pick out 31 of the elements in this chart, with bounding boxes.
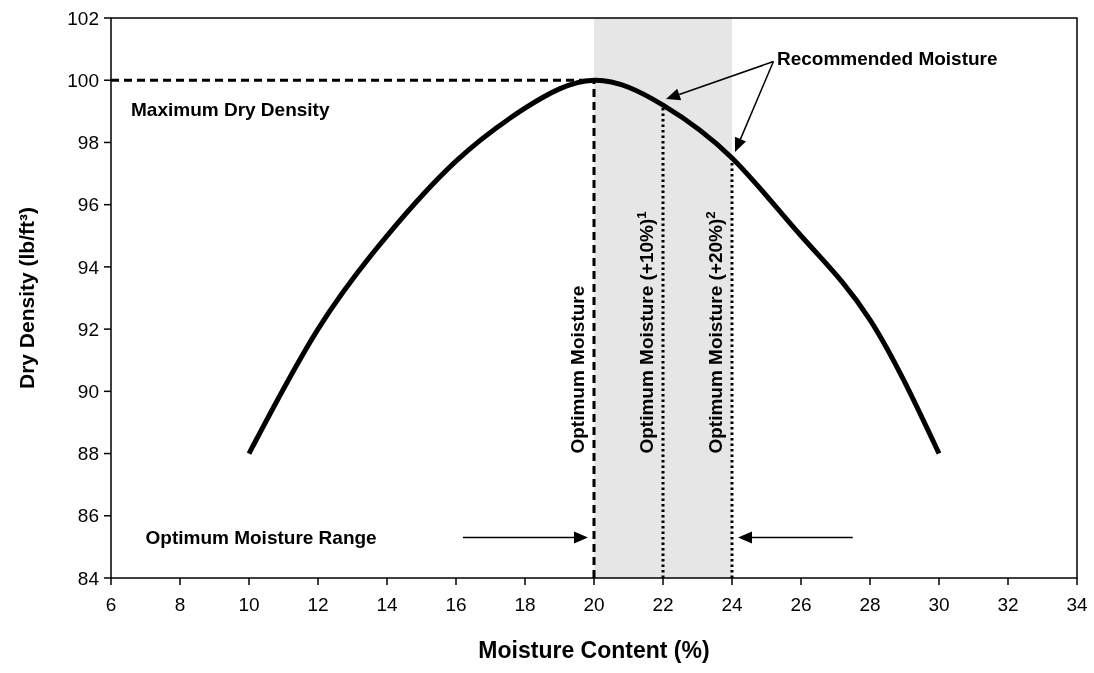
x-tick-label: 20 xyxy=(583,594,605,615)
y-tick-label: 92 xyxy=(77,318,99,340)
y-tick-label: 100 xyxy=(67,69,99,91)
x-tick-label: 6 xyxy=(105,594,117,615)
y-axis-title: Dry Density (lb/ft³) xyxy=(15,206,38,390)
x-tick-label: 8 xyxy=(174,594,186,615)
y-tick-label: 88 xyxy=(77,443,99,465)
x-tick-label: 32 xyxy=(997,594,1019,615)
x-tick-label: 10 xyxy=(238,594,260,615)
annotation: Recommended Moisture xyxy=(776,47,998,69)
x-tick-label: 24 xyxy=(721,594,743,615)
x-axis-title: Moisture Content (%) xyxy=(478,637,710,663)
y-tick-label: 102 xyxy=(67,7,99,29)
x-tick-label: 18 xyxy=(514,594,536,615)
y-tick-label: 98 xyxy=(77,132,99,154)
y-tick-label: 90 xyxy=(77,380,99,402)
annotation: Optimum Moisture Range xyxy=(145,527,377,549)
y-tick-label: 86 xyxy=(77,505,99,527)
x-tick-label: 14 xyxy=(376,594,398,615)
y-tick-label: 94 xyxy=(77,256,100,278)
ref-line-label: Optimum Moisture xyxy=(567,285,588,454)
x-tick-label: 30 xyxy=(928,594,950,615)
x-tick-label: 16 xyxy=(445,594,467,615)
ref-line-label: Maximum Dry Density xyxy=(131,99,330,121)
y-tick-label: 96 xyxy=(77,194,99,216)
x-tick-label: 26 xyxy=(790,594,812,615)
x-tick-label: 12 xyxy=(307,594,329,615)
x-tick-label: 22 xyxy=(652,594,674,615)
x-tick-label: 28 xyxy=(859,594,881,615)
y-tick-label: 84 xyxy=(77,567,100,589)
x-tick-label: 34 xyxy=(1066,594,1088,615)
